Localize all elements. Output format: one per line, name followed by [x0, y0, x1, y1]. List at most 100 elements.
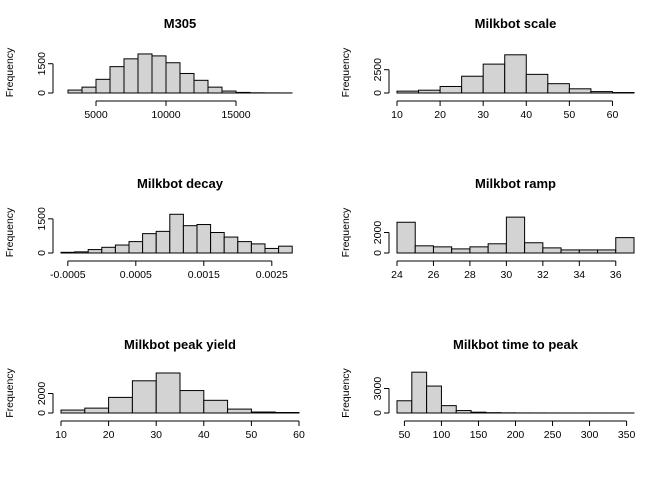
histogram-bar	[433, 247, 451, 253]
x-tick-label: 0.0025	[256, 269, 288, 281]
histogram-bar	[591, 92, 613, 93]
x-tick-label: 15000	[221, 109, 250, 121]
y-tick-label: 2500	[372, 58, 384, 82]
histogram-bar	[132, 381, 156, 413]
histogram-bar	[397, 222, 415, 253]
histogram-bar	[548, 84, 570, 93]
x-tick-label: 30	[477, 109, 489, 121]
x-tick-label: 350	[618, 429, 636, 441]
histogram-bar	[61, 252, 75, 253]
x-tick-label: 26	[428, 269, 440, 281]
x-tick-label: 200	[507, 429, 525, 441]
panel-title: M305	[164, 16, 197, 31]
panel-title: Milkbot ramp	[475, 176, 556, 191]
histogram-bar	[483, 64, 505, 93]
histogram-bar	[222, 91, 236, 93]
x-tick-label: 40	[198, 429, 210, 441]
panel-title: Milkbot scale	[475, 16, 557, 31]
histogram-bar	[616, 238, 634, 253]
x-tick-label: 30	[501, 269, 513, 281]
histogram-bar	[138, 54, 152, 93]
histogram-bar	[397, 91, 419, 93]
histogram-bar	[228, 409, 252, 413]
y-axis-title: Frequency	[4, 367, 16, 417]
histogram-bar	[251, 412, 275, 413]
histogram-bar	[180, 73, 194, 93]
x-tick-label: 40	[520, 109, 532, 121]
panel-title: Milkbot time to peak	[453, 337, 579, 352]
x-tick-label: -0.0005	[50, 269, 86, 281]
x-tick-label: 10	[55, 429, 67, 441]
histogram-bar	[96, 79, 110, 93]
y-axis-title: Frequency	[4, 47, 16, 97]
y-axis-title: Frequency	[340, 47, 352, 97]
histogram-bar	[506, 217, 524, 253]
y-tick-label: 0	[36, 90, 48, 96]
histogram-bar	[525, 243, 543, 253]
histogram-bar	[441, 406, 456, 413]
histogram-bar	[569, 89, 591, 93]
histogram-bar	[166, 63, 180, 93]
x-tick-label: 5000	[84, 109, 108, 121]
histogram-bar	[452, 249, 470, 253]
y-tick-label: 2000	[372, 221, 384, 245]
y-tick-label: 0	[372, 250, 384, 256]
histogram-bar	[124, 59, 138, 93]
histogram-bar	[598, 250, 616, 253]
histogram-bar	[88, 250, 102, 253]
histogram-bar	[68, 90, 82, 93]
x-tick-label: 300	[581, 429, 599, 441]
x-tick-label: 100	[433, 429, 451, 441]
y-tick-label: 0	[36, 250, 48, 256]
histogram-bar	[440, 86, 462, 93]
histogram-bar	[61, 410, 85, 413]
y-axis-title: Frequency	[340, 207, 352, 257]
histogram-bar	[488, 244, 506, 253]
histogram-bar	[109, 397, 133, 413]
histogram-bar	[526, 74, 548, 93]
histogram-bar	[156, 231, 170, 253]
histogram-bar	[415, 246, 433, 253]
y-tick-label: 0	[372, 410, 384, 416]
y-tick-label: 1500	[36, 52, 48, 76]
histogram-bar	[561, 250, 579, 253]
x-tick-label: 32	[537, 269, 549, 281]
histogram-bar	[204, 400, 228, 413]
x-tick-label: 28	[464, 269, 476, 281]
x-tick-label: 24	[391, 269, 403, 281]
histogram-bar	[471, 412, 486, 413]
x-tick-label: 50	[246, 429, 258, 441]
panel-title: Milkbot decay	[137, 176, 224, 191]
histogram-bar	[456, 411, 471, 413]
histogram-bar	[505, 55, 527, 93]
histogram-bar	[419, 90, 441, 93]
histogram-bar	[470, 247, 488, 253]
histogram-bar	[143, 234, 157, 253]
histogram-bar	[102, 247, 116, 253]
x-tick-label: 150	[470, 429, 488, 441]
x-tick-label: 60	[607, 109, 619, 121]
histogram-bar	[152, 56, 166, 93]
histogram-bar	[156, 373, 180, 413]
y-tick-label: 0	[372, 90, 384, 96]
x-tick-label: 20	[434, 109, 446, 121]
histogram-bar	[265, 248, 279, 253]
histogram-bar	[85, 408, 109, 413]
x-tick-label: 34	[573, 269, 585, 281]
histogram-bar	[238, 242, 252, 253]
histogram-bar	[462, 76, 484, 93]
x-tick-label: 30	[150, 429, 162, 441]
x-tick-label: 10	[391, 109, 403, 121]
histogram-bar	[197, 225, 211, 253]
histogram-bar	[110, 67, 124, 93]
histogram-bar	[183, 226, 197, 253]
histogram-bar	[194, 80, 208, 93]
histogram-bar	[170, 214, 184, 253]
